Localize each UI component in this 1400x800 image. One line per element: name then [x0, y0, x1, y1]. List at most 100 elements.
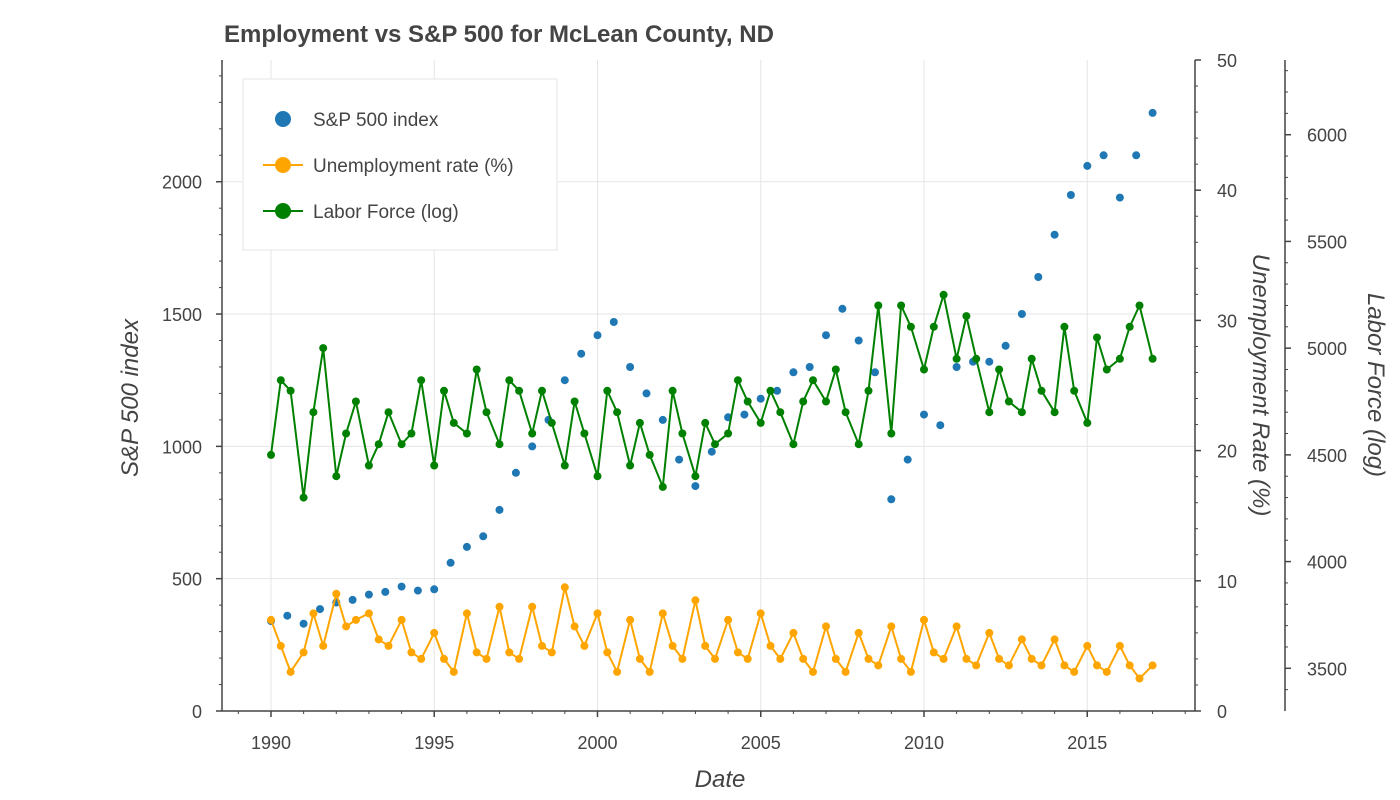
point-unemployment [449, 667, 458, 676]
point-sp500 [446, 558, 455, 567]
point-unemployment [538, 641, 546, 650]
point-unemployment [920, 615, 928, 624]
point-unemployment [789, 628, 798, 637]
point-labor [995, 365, 1004, 374]
point-unemployment [822, 622, 830, 631]
x-tick-label: 2005 [741, 733, 781, 753]
y-tick-label: 1500 [162, 305, 202, 325]
point-labor [1102, 365, 1111, 374]
point-labor [528, 429, 537, 438]
point-unemployment [939, 654, 948, 663]
point-labor [864, 386, 873, 395]
point-unemployment [417, 654, 426, 663]
point-unemployment [1050, 635, 1059, 644]
point-labor [658, 482, 667, 491]
point-labor [789, 440, 798, 449]
point-labor [1135, 301, 1144, 310]
point-sp500 [430, 585, 439, 594]
legend-swatch-unemployment [275, 157, 291, 173]
point-sp500 [626, 363, 635, 371]
y3-axis-label: Labor Force (log) [1362, 293, 1389, 477]
point-labor [1083, 418, 1092, 427]
point-labor [560, 461, 569, 470]
point-labor [417, 376, 426, 385]
point-sp500 [1034, 273, 1043, 281]
point-unemployment [635, 654, 644, 663]
point-sp500 [413, 586, 422, 595]
point-unemployment [972, 661, 981, 670]
point-sp500 [854, 336, 863, 345]
point-labor [482, 408, 491, 417]
legend-item-labor[interactable]: Labor Force (log) [263, 202, 459, 223]
point-sp500 [1017, 310, 1026, 318]
point-labor [939, 290, 948, 299]
point-sp500 [789, 368, 798, 377]
point-sp500 [528, 442, 537, 451]
point-labor [854, 440, 863, 449]
legend: S&P 500 index Unemployment rate (%) Labo… [242, 78, 558, 251]
point-labor [897, 301, 906, 310]
point-sp500 [381, 587, 390, 596]
point-sp500 [479, 532, 488, 541]
point-unemployment [691, 596, 700, 605]
point-unemployment [897, 654, 906, 663]
point-labor [831, 365, 840, 374]
point-unemployment [1060, 661, 1069, 670]
point-sp500 [1099, 151, 1108, 160]
point-sp500 [593, 331, 602, 340]
point-labor [440, 386, 448, 395]
point-labor [972, 354, 981, 363]
point-unemployment [743, 654, 752, 663]
legend-item-unemployment[interactable]: Unemployment rate (%) [263, 156, 514, 177]
point-labor [733, 376, 742, 385]
point-unemployment [1017, 635, 1026, 644]
point-sp500 [952, 363, 961, 371]
point-labor [570, 397, 579, 406]
x-axis-label: Date [695, 766, 746, 793]
point-labor [776, 408, 785, 417]
legend-label-unemployment: Unemployment rate (%) [313, 156, 514, 177]
point-sp500 [773, 386, 782, 395]
point-labor [286, 386, 295, 395]
point-labor [495, 440, 504, 449]
y-axis-label: S&P 500 index [117, 318, 144, 477]
point-unemployment [799, 654, 808, 663]
point-sp500 [887, 495, 896, 504]
point-labor [711, 440, 719, 449]
y2-tick-label: 10 [1217, 572, 1237, 592]
point-sp500 [805, 363, 814, 371]
point-labor [449, 418, 458, 427]
y-tick-label: 0 [192, 702, 202, 722]
point-unemployment [276, 641, 285, 650]
point-labor [1027, 354, 1036, 363]
point-labor [1004, 397, 1013, 406]
point-labor [547, 418, 556, 427]
point-sp500 [871, 368, 879, 377]
point-unemployment [472, 648, 481, 657]
point-sp500 [1001, 341, 1010, 350]
point-unemployment [397, 615, 406, 624]
point-unemployment [952, 622, 961, 631]
point-unemployment [286, 667, 295, 676]
legend-item-sp500[interactable]: S&P 500 index [275, 110, 439, 131]
point-sp500 [756, 394, 765, 403]
point-unemployment [766, 641, 775, 650]
y3-tick-label: 3500 [1307, 659, 1347, 679]
point-sp500 [903, 455, 912, 464]
y3-tick-label: 4000 [1307, 553, 1347, 573]
point-labor [906, 322, 915, 331]
y2-tick-label: 0 [1217, 702, 1227, 722]
point-sp500 [397, 582, 406, 591]
point-unemployment [495, 602, 504, 611]
point-unemployment [1135, 674, 1144, 683]
series-labor [267, 290, 1157, 502]
series-unemployment [267, 583, 1157, 683]
point-sp500 [920, 410, 928, 419]
point-unemployment [995, 654, 1004, 663]
point-labor [1125, 322, 1134, 331]
point-sp500 [495, 505, 504, 514]
point-unemployment [505, 648, 514, 657]
point-unemployment [374, 635, 383, 644]
